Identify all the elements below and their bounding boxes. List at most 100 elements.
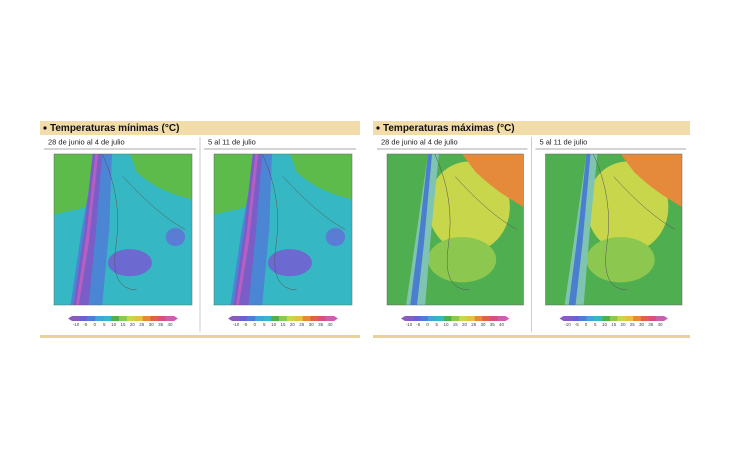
colorbar-label: 25 (299, 322, 305, 327)
colorbar-swatch (103, 316, 112, 321)
colorbar-swatch (126, 316, 135, 321)
map-field (586, 237, 655, 283)
colorbar-label: 0 (94, 322, 97, 327)
colorbar-swatch (150, 316, 159, 321)
colorbar-swatch (474, 316, 483, 321)
colorbar-swatch (451, 316, 460, 321)
colorbar-label: 5 (263, 322, 266, 327)
colorbar-label: -10 (564, 322, 571, 327)
colorbar-label: 25 (630, 322, 636, 327)
colorbar-swatch (294, 316, 303, 321)
panel: Temperaturas máximas (°C) 28 de junio al … (373, 121, 690, 338)
colorbar-label: 25 (471, 322, 477, 327)
colorbar-label: 0 (585, 322, 588, 327)
colorbar-label: 40 (499, 322, 505, 327)
colorbar-label: 15 (453, 322, 459, 327)
colorbar-swatch (119, 316, 128, 321)
colorbar-label: 35 (648, 322, 654, 327)
colorbar-label: 10 (271, 322, 277, 327)
colorbar-label: 0 (254, 322, 257, 327)
map-field (325, 227, 346, 247)
colorbar-swatch (72, 316, 81, 321)
bullet (376, 126, 380, 130)
colorbar-swatch (497, 316, 506, 321)
panel-title: Temperaturas máximas (°C) (383, 123, 515, 134)
colorbar-label: 5 (435, 322, 438, 327)
map-field (427, 237, 497, 283)
colorbar-end (174, 316, 178, 321)
colorbar-swatch (656, 316, 665, 321)
map-border (434, 153, 517, 291)
colorbar-swatch (310, 316, 319, 321)
colorbar-label: 30 (149, 322, 155, 327)
colorbar-end (228, 316, 232, 321)
colorbar-label: -5 (416, 322, 420, 327)
colorbar-label: 20 (290, 322, 296, 327)
map-border (593, 153, 676, 291)
colorbar-swatch (648, 316, 657, 321)
colorbar-label: 35 (490, 322, 496, 327)
colorbar-label: 20 (130, 322, 136, 327)
panel-title: Temperaturas mínimas (°C) (50, 123, 179, 134)
colorbar-swatch (571, 316, 580, 321)
map-border (262, 153, 346, 291)
map-frame (53, 153, 193, 306)
map-field (410, 154, 433, 305)
colorbar-swatch (594, 316, 603, 321)
colorbar-swatch (405, 316, 413, 321)
header-bar (373, 121, 690, 135)
colorbar-label: 10 (602, 322, 608, 327)
colorbar-label: 15 (611, 322, 617, 327)
colorbar-label: 30 (480, 322, 486, 327)
colorbar-swatch (586, 316, 595, 321)
period-label: 5 al 11 de julio (208, 137, 256, 146)
colorbar-label: 35 (318, 322, 324, 327)
map-field (568, 154, 591, 305)
colorbar-swatch (158, 316, 167, 321)
colorbar-label: 35 (158, 322, 164, 327)
map-field (165, 227, 186, 247)
colorbar-label: 10 (443, 322, 449, 327)
colorbar-swatch (640, 316, 649, 321)
colorbar-label: 30 (639, 322, 645, 327)
colorbar-label: -10 (233, 322, 240, 327)
colorbar-label: -10 (73, 322, 80, 327)
colorbar-swatch (563, 316, 572, 321)
map-field (129, 154, 192, 200)
map-field (586, 161, 669, 253)
footer-bar (373, 335, 690, 338)
colorbar-swatch (435, 316, 444, 321)
map-field (620, 154, 682, 207)
colorbar-swatch (602, 316, 611, 321)
map-field (107, 249, 152, 277)
colorbar-swatch (578, 316, 587, 321)
colorbar-swatch (428, 316, 437, 321)
colorbar-swatch (142, 316, 151, 321)
colorbar-end (68, 316, 72, 321)
map-field (289, 154, 352, 200)
colorbar-swatch (412, 316, 421, 321)
colorbar-swatch (490, 316, 498, 321)
colorbar-swatch (443, 316, 452, 321)
bullet (43, 126, 47, 130)
map-field (214, 154, 259, 215)
colorbar-swatch (279, 316, 288, 321)
colorbar-label: 40 (167, 322, 173, 327)
colorbar-label: -10 (406, 322, 413, 327)
colorbar-label: -5 (575, 322, 579, 327)
period-label: 28 de junio al 4 de julio (48, 137, 125, 146)
colorbar-label: 15 (120, 322, 126, 327)
colorbar-swatch (239, 316, 248, 321)
period-label: 28 de junio al 4 de julio (381, 137, 458, 146)
panel: Temperaturas mínimas (°C) 28 de junio al … (40, 121, 360, 338)
map-frame (386, 153, 524, 306)
colorbar-label: 40 (657, 322, 663, 327)
colorbar-swatch (95, 316, 104, 321)
map-field (76, 154, 99, 305)
map-field (427, 161, 510, 253)
colorbar-label: -5 (83, 322, 87, 327)
colorbar-end (401, 316, 405, 321)
colorbar-swatch (134, 316, 143, 321)
colorbar-swatch (302, 316, 311, 321)
colorbar-label: 15 (280, 322, 286, 327)
